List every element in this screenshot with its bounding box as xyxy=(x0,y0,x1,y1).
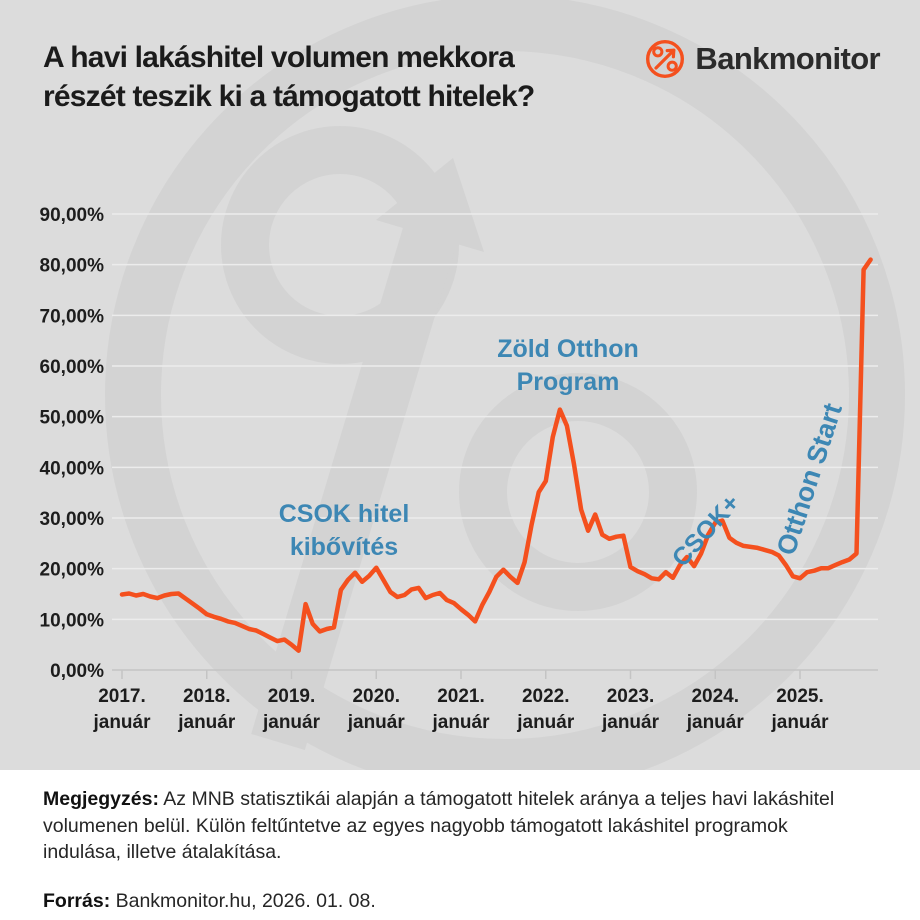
page-title: A havi lakáshitel volumen mekkora részét… xyxy=(43,38,535,116)
source-text: Forrás: Bankmonitor.hu, 2026. 01. 08. xyxy=(43,889,376,912)
note-text: Megjegyzés: Az MNB statisztikái alapján … xyxy=(43,788,835,864)
note-label: Megjegyzés: xyxy=(43,788,159,810)
page-title-line2: részét teszik ki a támogatott hitelek? xyxy=(43,80,535,113)
source-label: Forrás: xyxy=(43,889,111,912)
footer: Megjegyzés: Az MNB statisztikái alapján … xyxy=(0,770,920,920)
page-title-line1: A havi lakáshitel volumen mekkora xyxy=(43,41,515,74)
brand-name: Bankmonitor xyxy=(695,41,880,76)
percent-arrow-icon xyxy=(646,40,685,78)
brand-logo: Bankmonitor xyxy=(644,38,881,80)
